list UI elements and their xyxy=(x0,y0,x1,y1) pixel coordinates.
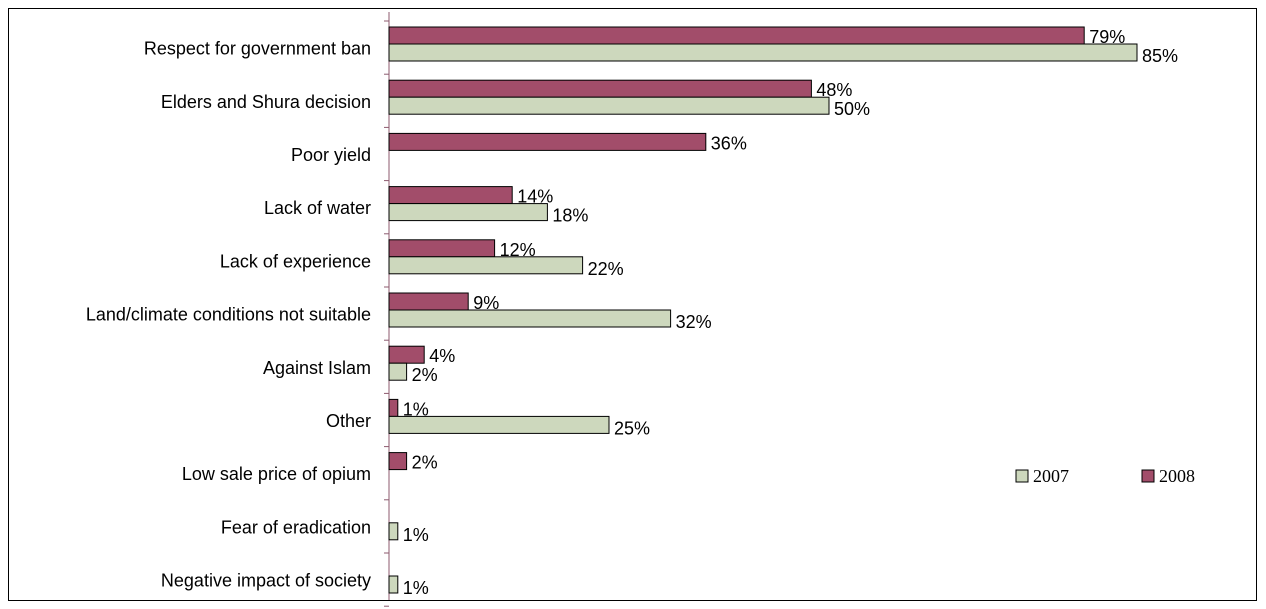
data-label-2008: 48% xyxy=(816,80,852,100)
bar-2007 xyxy=(388,415,610,434)
data-label-2008: 79% xyxy=(1089,27,1125,47)
data-label-2008: 12% xyxy=(500,240,536,260)
bar-2007 xyxy=(388,522,399,541)
category-label: Elders and Shura decision xyxy=(161,92,371,112)
category-label: Land/climate conditions not suitable xyxy=(86,305,371,325)
legend-label-2008: 2008 xyxy=(1159,466,1195,486)
bar-2008 xyxy=(388,26,1085,45)
bar-2008 xyxy=(388,132,707,151)
data-label-2007: 85% xyxy=(1142,46,1178,66)
bar-2007 xyxy=(388,203,548,222)
legend-swatch-2007 xyxy=(1015,469,1029,483)
category-label: Fear of eradication xyxy=(221,517,371,537)
data-label-2008: 2% xyxy=(412,453,438,473)
category-label: Low sale price of opium xyxy=(182,464,371,484)
data-label-2007: 50% xyxy=(834,99,870,119)
data-label-2008: 4% xyxy=(429,346,455,366)
bar-2008 xyxy=(388,239,496,258)
data-label-2007: 1% xyxy=(403,578,429,598)
bar-2007 xyxy=(388,96,830,115)
legend-swatch-2008 xyxy=(1141,469,1155,483)
data-label-2008: 14% xyxy=(517,187,553,207)
data-label-2008: 1% xyxy=(403,399,429,419)
category-label: Respect for government ban xyxy=(144,39,371,59)
bar-2008 xyxy=(388,398,399,417)
bar-2007 xyxy=(388,575,399,594)
bar-2008 xyxy=(388,452,408,471)
bar-2008 xyxy=(388,79,812,98)
category-label: Lack of water xyxy=(264,198,371,218)
data-label-2008: 9% xyxy=(473,293,499,313)
legend-label-2007: 2007 xyxy=(1033,466,1069,486)
data-label-2008: 36% xyxy=(711,133,747,153)
data-label-2007: 2% xyxy=(412,365,438,385)
category-label: Poor yield xyxy=(291,145,371,165)
data-label-2007: 1% xyxy=(403,525,429,545)
bar-2008 xyxy=(388,292,469,311)
category-label: Lack of experience xyxy=(220,251,371,271)
category-label: Other xyxy=(326,411,371,431)
data-label-2007: 22% xyxy=(588,259,624,279)
bar-2007 xyxy=(388,256,584,275)
category-label: Negative impact of society xyxy=(161,571,371,591)
data-label-2007: 25% xyxy=(614,418,650,438)
bar-2007 xyxy=(388,43,1138,62)
bar-2008 xyxy=(388,186,513,205)
category-label: Against Islam xyxy=(263,358,371,378)
bar-2007 xyxy=(388,362,408,381)
bar-2007 xyxy=(388,309,672,328)
data-label-2007: 18% xyxy=(552,206,588,226)
bar-2008 xyxy=(388,345,425,364)
data-label-2007: 32% xyxy=(676,312,712,332)
